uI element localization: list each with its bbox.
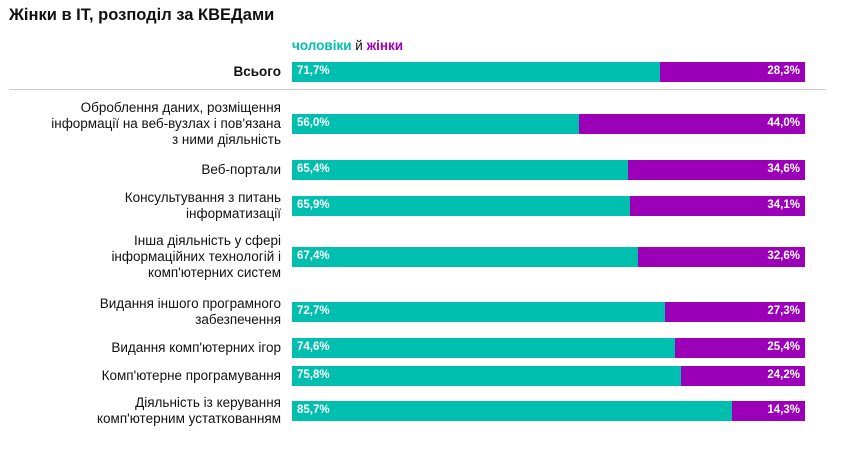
- category-label-line: інформації на веб-вузлах і пов'язана: [51, 116, 281, 131]
- bar-segment-men: 85,7%: [292, 401, 732, 421]
- data-label-men: 67,4%: [297, 250, 330, 262]
- bar-row: 74,6% 25,4%: [292, 338, 805, 358]
- category-label-line: з ними діяльність: [171, 132, 281, 147]
- category-label-line: комп'ютерних систем: [148, 265, 281, 280]
- bar-segment-men: 75,8%: [292, 366, 681, 386]
- data-label-women: 28,3%: [767, 65, 800, 77]
- category-label-line: Веб-портали: [201, 162, 281, 177]
- bar-row: 56,0% 44,0%: [292, 114, 805, 134]
- category-label: Оброблення даних, розміщення інформації н…: [51, 100, 281, 148]
- legend: чоловіки й жінки: [292, 38, 403, 53]
- bar-segment-women: 32,6%: [637, 247, 805, 267]
- bar-segment-men: 67,4%: [292, 247, 638, 267]
- chart-title: Жінки в IT, розподіл за КВЕДами: [9, 6, 275, 24]
- data-label-women: 32,6%: [767, 250, 800, 262]
- data-label-women: 24,2%: [767, 369, 800, 381]
- category-label: Веб-портали: [201, 162, 281, 178]
- data-label-men: 72,7%: [297, 305, 330, 317]
- data-label-men: 74,6%: [297, 341, 330, 353]
- category-label-line: інформатизації: [186, 206, 281, 221]
- data-label-men: 56,0%: [297, 117, 330, 129]
- bar-segment-men: 72,7%: [292, 302, 665, 322]
- bar-row: 67,4% 32,6%: [292, 247, 805, 267]
- bar-segment-women: 28,3%: [659, 62, 805, 82]
- category-label-line: комп'ютерним устаткованням: [96, 411, 281, 426]
- bar-segment-women: 34,6%: [627, 160, 805, 180]
- legend-separator: й: [355, 38, 363, 53]
- data-label-women: 44,0%: [767, 117, 800, 129]
- category-label: Видання іншого програмного забезпечення: [100, 296, 281, 328]
- bar-segment-women: 44,0%: [579, 114, 805, 134]
- category-label: Всього: [234, 64, 282, 80]
- data-label-women: 25,4%: [767, 341, 800, 353]
- category-label: Комп'ютерне програмування: [102, 368, 281, 384]
- data-label-men: 71,7%: [297, 65, 330, 77]
- bar-row: 85,7% 14,3%: [292, 401, 805, 421]
- bar-row: 71,7% 28,3%: [292, 62, 805, 82]
- bar-segment-men: 56,0%: [292, 114, 580, 134]
- category-label-line: Видання комп'ютерних ігор: [111, 340, 281, 355]
- bar-segment-men: 65,4%: [292, 160, 628, 180]
- category-label: Діяльність із керування комп'ютерним уста…: [97, 395, 281, 427]
- bar-row: 72,7% 27,3%: [292, 302, 805, 322]
- bar-segment-women: 34,1%: [630, 196, 805, 216]
- bar-segment-men: 71,7%: [292, 62, 660, 82]
- data-label-women: 34,6%: [767, 163, 800, 175]
- bar-segment-women: 27,3%: [664, 302, 805, 322]
- category-label-line: Інша діяльність у сфері: [134, 233, 281, 248]
- legend-women: жінки: [366, 38, 404, 53]
- category-label: Консультування з питань інформатизації: [125, 190, 281, 222]
- category-label-line: забезпечення: [195, 312, 281, 327]
- data-label-women: 34,1%: [767, 199, 800, 211]
- bar-row: 65,4% 34,6%: [292, 160, 805, 180]
- data-label-women: 27,3%: [767, 305, 800, 317]
- bar-segment-women: 24,2%: [680, 366, 805, 386]
- bar-segment-women: 25,4%: [674, 338, 805, 358]
- data-label-men: 65,4%: [297, 163, 330, 175]
- category-label-line: Оброблення даних, розміщення: [80, 100, 281, 115]
- category-label-line: Видання іншого програмного: [99, 296, 281, 311]
- category-label-line: Консультування з питань: [124, 190, 281, 205]
- bar-segment-men: 65,9%: [292, 196, 631, 216]
- bar-segment-women: 14,3%: [731, 401, 805, 421]
- category-label-line: Комп'ютерне програмування: [101, 368, 281, 383]
- bar-segment-men: 74,6%: [292, 338, 675, 358]
- bar-row: 65,9% 34,1%: [292, 196, 805, 216]
- category-label: Видання комп'ютерних ігор: [111, 340, 281, 356]
- data-label-men: 75,8%: [297, 369, 330, 381]
- category-label: Інша діяльність у сфері інформаційних тех…: [111, 233, 281, 281]
- data-label-women: 14,3%: [767, 404, 800, 416]
- bar-row: 75,8% 24,2%: [292, 366, 805, 386]
- category-label-line: Всього: [233, 64, 282, 79]
- category-label-line: інформаційних технологій і: [111, 249, 281, 264]
- data-label-men: 85,7%: [297, 404, 330, 416]
- data-label-men: 65,9%: [297, 199, 330, 211]
- legend-men: чоловіки: [292, 38, 352, 53]
- category-label-line: Діяльність із керування: [135, 395, 281, 410]
- divider: [9, 89, 826, 90]
